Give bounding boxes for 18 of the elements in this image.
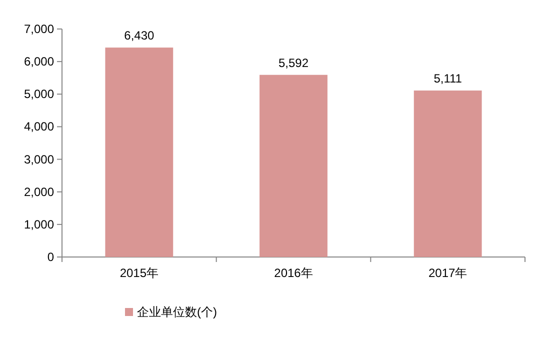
y-tick-label: 4,000 [24, 120, 54, 134]
y-tick-label: 2,000 [24, 184, 54, 199]
y-tick-label: 1,000 [24, 217, 54, 232]
text: 5,592 [278, 56, 309, 70]
text: 5,111 [434, 72, 462, 86]
legend-label: 企业单位数(个) [137, 305, 217, 319]
x-tick-label: 2017年 [428, 266, 468, 280]
y-tick-label: 6,000 [24, 54, 54, 69]
y-tick-label: 3,000 [24, 152, 54, 166]
bar [414, 90, 482, 257]
y-tick-label: 5,000 [24, 87, 54, 102]
y-tick-label: 7,000 [24, 22, 54, 36]
x-tick-label: 2015年 [120, 266, 159, 280]
text: 6,430 [124, 28, 154, 43]
x-tick-label: 2016年 [274, 266, 313, 280]
bar [105, 48, 174, 257]
bar [260, 74, 328, 257]
y-tick-label: 0 [47, 250, 54, 264]
